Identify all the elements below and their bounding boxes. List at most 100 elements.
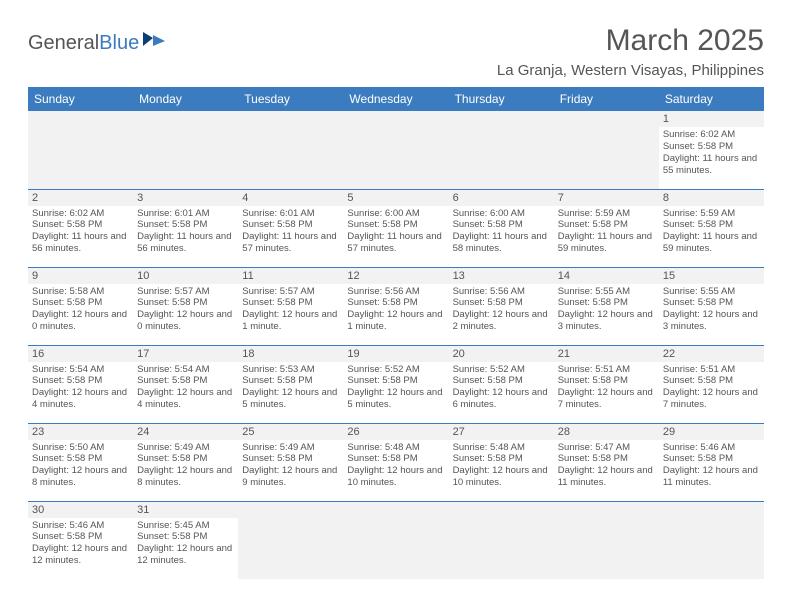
calendar-body: 1Sunrise: 6:02 AMSunset: 5:58 PMDaylight…	[28, 111, 764, 579]
calendar-cell: 3Sunrise: 6:01 AMSunset: 5:58 PMDaylight…	[133, 189, 238, 267]
daylight-text: Daylight: 12 hours and 2 minutes.	[453, 309, 550, 333]
sunset-text: Sunset: 5:58 PM	[347, 375, 444, 387]
day-body: Sunrise: 5:58 AMSunset: 5:58 PMDaylight:…	[28, 284, 133, 338]
sunset-text: Sunset: 5:58 PM	[137, 531, 234, 543]
calendar-cell	[554, 501, 659, 579]
daylight-text: Daylight: 12 hours and 10 minutes.	[453, 465, 550, 489]
calendar-cell	[343, 501, 448, 579]
calendar-cell: 26Sunrise: 5:48 AMSunset: 5:58 PMDayligh…	[343, 423, 448, 501]
day-body: Sunrise: 5:49 AMSunset: 5:58 PMDaylight:…	[133, 440, 238, 494]
daylight-text: Daylight: 12 hours and 8 minutes.	[32, 465, 129, 489]
calendar-week: 2Sunrise: 6:02 AMSunset: 5:58 PMDaylight…	[28, 189, 764, 267]
day-body: Sunrise: 6:00 AMSunset: 5:58 PMDaylight:…	[343, 206, 448, 260]
calendar-cell: 1Sunrise: 6:02 AMSunset: 5:58 PMDaylight…	[659, 111, 764, 189]
logo: GeneralBlue	[28, 30, 167, 57]
day-header: Wednesday	[343, 87, 448, 111]
day-number: 14	[554, 268, 659, 284]
day-number: 23	[28, 424, 133, 440]
daylight-text: Daylight: 12 hours and 1 minute.	[242, 309, 339, 333]
sunrise-text: Sunrise: 6:02 AM	[663, 129, 760, 141]
calendar-cell	[449, 501, 554, 579]
day-number: 20	[449, 346, 554, 362]
logo-text-2: Blue	[99, 32, 139, 54]
calendar-cell: 23 Sunrise: 5:50 AMSunset: 5:58 PMDayligh…	[28, 423, 133, 501]
daylight-text: Daylight: 11 hours and 57 minutes.	[242, 231, 339, 255]
day-body: Sunrise: 5:45 AMSunset: 5:58 PMDaylight:…	[133, 518, 238, 572]
sunset-text: Sunset: 5:58 PM	[32, 531, 129, 543]
calendar-cell: 15Sunrise: 5:55 AMSunset: 5:58 PMDayligh…	[659, 267, 764, 345]
day-number: 18	[238, 346, 343, 362]
sunset-text: Sunset: 5:58 PM	[663, 219, 760, 231]
day-number: 26	[343, 424, 448, 440]
day-number: 8	[659, 190, 764, 206]
day-body: Sunrise: 5:55 AMSunset: 5:58 PMDaylight:…	[554, 284, 659, 338]
sunset-text: Sunset: 5:58 PM	[242, 375, 339, 387]
day-number: 7	[554, 190, 659, 206]
sunset-text: Sunset: 5:58 PM	[558, 219, 655, 231]
day-header-row: Sunday Monday Tuesday Wednesday Thursday…	[28, 87, 764, 111]
sunset-text: Sunset: 5:58 PM	[663, 453, 760, 465]
daylight-text: Daylight: 12 hours and 10 minutes.	[347, 465, 444, 489]
sunset-text: Sunset: 5:58 PM	[32, 453, 129, 465]
title-block: March 2025 La Granja, Western Visayas, P…	[497, 24, 764, 79]
daylight-text: Daylight: 11 hours and 58 minutes.	[453, 231, 550, 255]
daylight-text: Daylight: 11 hours and 59 minutes.	[663, 231, 760, 255]
sunset-text: Sunset: 5:58 PM	[137, 219, 234, 231]
daylight-text: Daylight: 12 hours and 7 minutes.	[663, 387, 760, 411]
calendar-cell: 18Sunrise: 5:53 AMSunset: 5:58 PMDayligh…	[238, 345, 343, 423]
sunset-text: Sunset: 5:58 PM	[347, 219, 444, 231]
sunrise-text: Sunrise: 6:02 AM	[32, 208, 129, 220]
daylight-text: Daylight: 12 hours and 0 minutes.	[137, 309, 234, 333]
day-body: Sunrise: 5:51 AMSunset: 5:58 PMDaylight:…	[554, 362, 659, 416]
calendar-cell: 30Sunrise: 5:46 AMSunset: 5:58 PMDayligh…	[28, 501, 133, 579]
sunset-text: Sunset: 5:58 PM	[242, 297, 339, 309]
calendar-cell: 16Sunrise: 5:54 AMSunset: 5:58 PMDayligh…	[28, 345, 133, 423]
calendar-cell: 28Sunrise: 5:47 AMSunset: 5:58 PMDayligh…	[554, 423, 659, 501]
day-body: Sunrise: 6:00 AMSunset: 5:58 PMDaylight:…	[449, 206, 554, 260]
calendar-cell: 11Sunrise: 5:57 AMSunset: 5:58 PMDayligh…	[238, 267, 343, 345]
day-header: Saturday	[659, 87, 764, 111]
sunrise-text: Sunrise: 5:49 AM	[137, 442, 234, 454]
daylight-text: Daylight: 12 hours and 12 minutes.	[137, 543, 234, 567]
page-title: March 2025	[497, 24, 764, 58]
daylight-text: Daylight: 11 hours and 59 minutes.	[558, 231, 655, 255]
sunset-text: Sunset: 5:58 PM	[242, 453, 339, 465]
day-body: Sunrise: 5:54 AMSunset: 5:58 PMDaylight:…	[28, 362, 133, 416]
sunset-text: Sunset: 5:58 PM	[32, 219, 129, 231]
day-body: Sunrise: 5:49 AMSunset: 5:58 PMDaylight:…	[238, 440, 343, 494]
day-number: 3	[133, 190, 238, 206]
day-number: 29	[659, 424, 764, 440]
calendar-week: 9Sunrise: 5:58 AMSunset: 5:58 PMDaylight…	[28, 267, 764, 345]
day-number: 28	[554, 424, 659, 440]
day-number: 12	[343, 268, 448, 284]
daylight-text: Daylight: 12 hours and 0 minutes.	[32, 309, 129, 333]
sunrise-text: Sunrise: 5:47 AM	[558, 442, 655, 454]
calendar-cell: 8Sunrise: 5:59 AMSunset: 5:58 PMDaylight…	[659, 189, 764, 267]
sunrise-text: Sunrise: 5:46 AM	[32, 520, 129, 532]
sunrise-text: Sunrise: 5:56 AM	[453, 286, 550, 298]
calendar-week: 16Sunrise: 5:54 AMSunset: 5:58 PMDayligh…	[28, 345, 764, 423]
day-number: 17	[133, 346, 238, 362]
daylight-text: Daylight: 12 hours and 4 minutes.	[137, 387, 234, 411]
day-body: Sunrise: 5:59 AMSunset: 5:58 PMDaylight:…	[659, 206, 764, 260]
logo-text: GeneralBlue	[28, 32, 139, 55]
calendar-cell: 19Sunrise: 5:52 AMSunset: 5:58 PMDayligh…	[343, 345, 448, 423]
daylight-text: Daylight: 11 hours and 57 minutes.	[347, 231, 444, 255]
day-number: 16	[28, 346, 133, 362]
day-body: Sunrise: 5:56 AMSunset: 5:58 PMDaylight:…	[449, 284, 554, 338]
sunrise-text: Sunrise: 5:51 AM	[558, 364, 655, 376]
sunrise-text: Sunrise: 5:54 AM	[137, 364, 234, 376]
day-header: Sunday	[28, 87, 133, 111]
day-body: Sunrise: 6:02 AMSunset: 5:58 PMDaylight:…	[28, 206, 133, 260]
calendar-cell: 17Sunrise: 5:54 AMSunset: 5:58 PMDayligh…	[133, 345, 238, 423]
calendar-cell	[28, 111, 133, 189]
calendar-cell: 27Sunrise: 5:48 AMSunset: 5:58 PMDayligh…	[449, 423, 554, 501]
calendar-cell	[554, 111, 659, 189]
calendar-cell: 5Sunrise: 6:00 AMSunset: 5:58 PMDaylight…	[343, 189, 448, 267]
sunrise-text: Sunrise: 5:59 AM	[663, 208, 760, 220]
sunrise-text: Sunrise: 6:00 AM	[347, 208, 444, 220]
day-number: 10	[133, 268, 238, 284]
sunrise-text: Sunrise: 5:48 AM	[347, 442, 444, 454]
sunrise-text: Sunrise: 5:50 AM	[32, 442, 129, 454]
sunrise-text: Sunrise: 5:57 AM	[137, 286, 234, 298]
